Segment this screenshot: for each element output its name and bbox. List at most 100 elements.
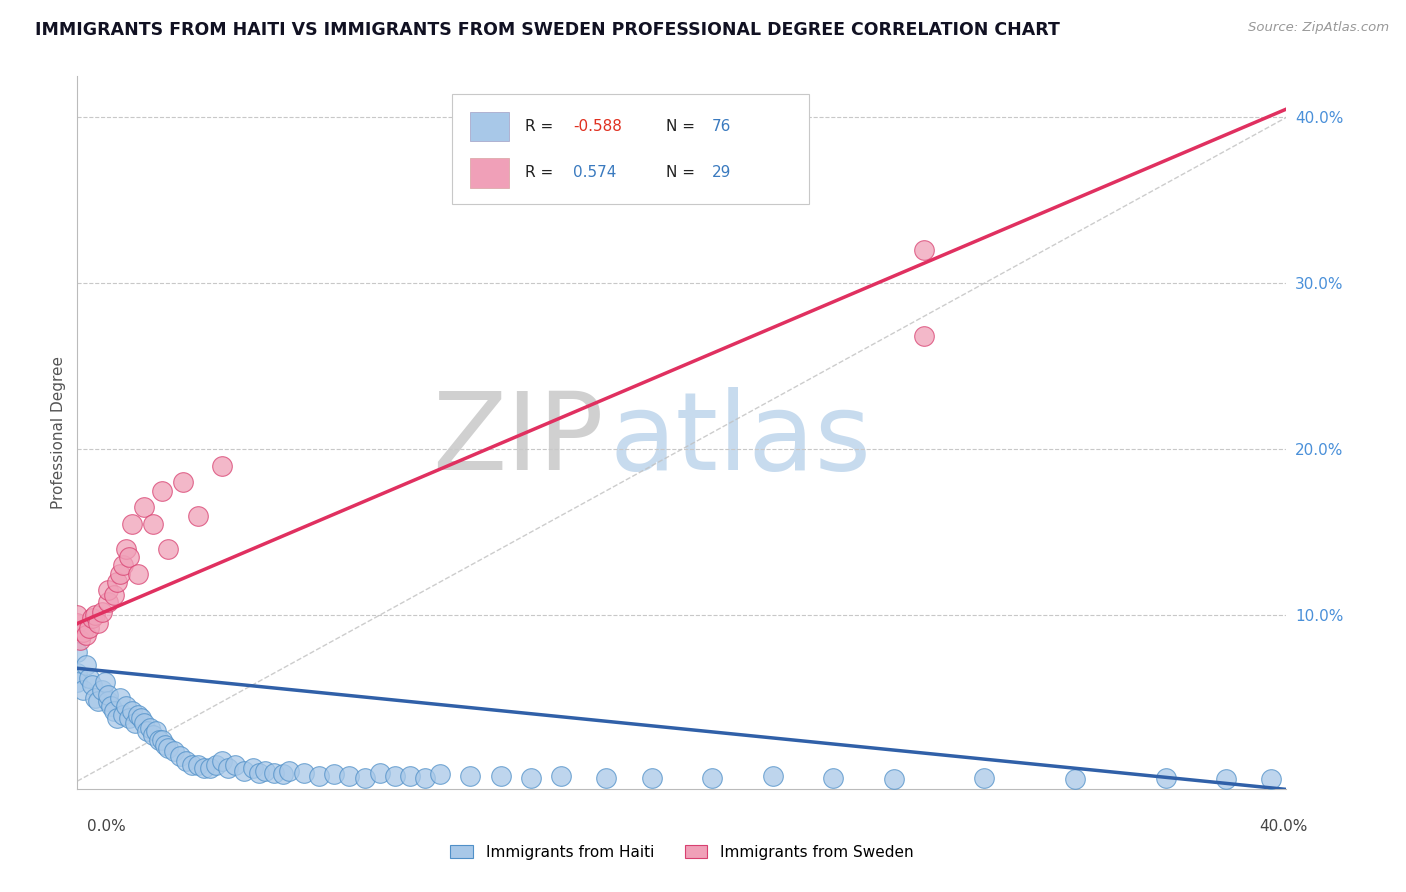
Point: [145, 724, 167, 739]
Point: [232, 764, 254, 779]
Point: [169, 749, 191, 764]
Text: R =: R =: [524, 165, 558, 180]
Point: [142, 728, 165, 742]
Y-axis label: Professional Degree: Professional Degree: [51, 356, 66, 509]
Point: [87, 616, 110, 631]
Text: N =: N =: [666, 119, 700, 134]
Point: [187, 757, 209, 772]
Point: [205, 757, 228, 772]
Text: ZIP: ZIP: [432, 387, 603, 492]
Point: [82, 611, 104, 625]
Point: [118, 550, 141, 565]
Point: [132, 716, 155, 731]
Point: [79, 622, 101, 636]
Point: [75, 628, 97, 642]
Point: [150, 732, 173, 747]
Point: [87, 694, 110, 708]
Point: [883, 772, 905, 787]
Point: [323, 767, 346, 781]
Text: atlas: atlas: [609, 387, 872, 492]
Point: [142, 516, 165, 531]
Point: [1260, 772, 1282, 787]
Point: [157, 740, 180, 755]
Point: [103, 705, 125, 719]
Point: [103, 588, 125, 602]
Point: [193, 761, 215, 775]
Point: [84, 691, 107, 706]
Text: Source: ZipAtlas.com: Source: ZipAtlas.com: [1249, 21, 1389, 35]
Point: [762, 769, 785, 783]
Point: [127, 707, 149, 722]
Legend: Immigrants from Haiti, Immigrants from Sweden: Immigrants from Haiti, Immigrants from S…: [444, 838, 920, 866]
Point: [271, 767, 294, 781]
Point: [132, 500, 155, 515]
Point: [127, 566, 149, 581]
Text: 0.574: 0.574: [574, 165, 616, 180]
Point: [702, 771, 724, 785]
Text: N =: N =: [666, 165, 700, 180]
Point: [337, 769, 360, 783]
Point: [82, 678, 104, 692]
Point: [96, 583, 118, 598]
Point: [211, 458, 233, 473]
Point: [148, 732, 170, 747]
Point: [118, 711, 141, 725]
Point: [413, 771, 436, 785]
Point: [79, 671, 101, 685]
FancyBboxPatch shape: [470, 158, 509, 188]
Text: -0.588: -0.588: [574, 119, 621, 134]
Point: [458, 769, 481, 783]
Point: [353, 771, 375, 785]
Point: [100, 699, 122, 714]
Point: [121, 705, 143, 719]
FancyBboxPatch shape: [453, 94, 808, 204]
Point: [96, 694, 118, 708]
Text: 29: 29: [713, 165, 731, 180]
Point: [200, 761, 222, 775]
Point: [253, 764, 276, 779]
Point: [163, 744, 186, 758]
Text: 40.0%: 40.0%: [1260, 820, 1308, 834]
Point: [124, 716, 146, 731]
Point: [108, 691, 131, 706]
Point: [172, 475, 194, 490]
Point: [153, 738, 176, 752]
Point: [66, 608, 89, 623]
Point: [224, 757, 246, 772]
Point: [150, 483, 173, 498]
Point: [520, 771, 543, 785]
Point: [489, 769, 512, 783]
Point: [66, 666, 89, 681]
Point: [973, 771, 995, 785]
Point: [263, 765, 285, 780]
Text: 0.0%: 0.0%: [87, 820, 127, 834]
Point: [139, 721, 162, 735]
Point: [278, 764, 301, 779]
Point: [821, 771, 844, 785]
Point: [90, 682, 112, 697]
Point: [96, 595, 118, 609]
Point: [368, 765, 391, 780]
Point: [429, 767, 451, 781]
Point: [108, 566, 131, 581]
Point: [595, 771, 617, 785]
Point: [912, 329, 935, 343]
Point: [399, 769, 422, 783]
FancyBboxPatch shape: [470, 112, 509, 142]
Point: [211, 754, 233, 768]
Point: [292, 765, 315, 780]
Text: 76: 76: [713, 119, 731, 134]
Point: [105, 711, 128, 725]
Point: [111, 707, 134, 722]
Point: [72, 624, 94, 639]
Point: [96, 688, 118, 702]
Point: [111, 558, 134, 573]
Point: [157, 541, 180, 556]
Point: [1215, 772, 1237, 787]
Point: [308, 769, 330, 783]
Point: [75, 657, 97, 672]
Point: [135, 724, 157, 739]
Text: R =: R =: [524, 119, 558, 134]
Point: [1154, 771, 1177, 785]
Point: [247, 765, 270, 780]
